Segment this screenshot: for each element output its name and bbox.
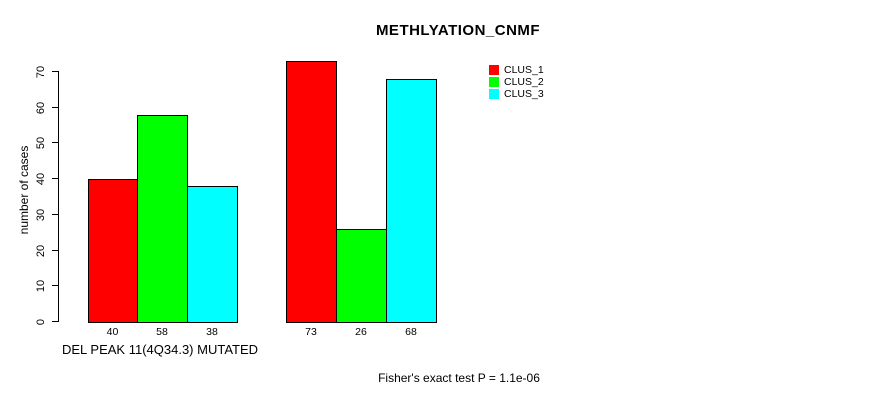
y-tick-mark xyxy=(52,178,59,179)
y-tick-label: 50 xyxy=(35,136,47,149)
y-tick-label: 0 xyxy=(35,318,47,325)
legend-swatch-clus_1 xyxy=(489,65,499,75)
y-tick-mark xyxy=(52,250,59,251)
y-tick-label: 10 xyxy=(35,279,47,292)
y-tick-mark xyxy=(52,107,59,108)
legend-label-clus_1: CLUS_1 xyxy=(504,64,544,76)
y-tick-label: 60 xyxy=(35,101,47,114)
bar-clus_3-group2 xyxy=(386,79,437,323)
y-tick-label: 20 xyxy=(35,244,47,257)
y-tick-label: 30 xyxy=(35,208,47,221)
bar-value-label: 40 xyxy=(106,326,119,338)
bar-clus_1-group2 xyxy=(286,61,337,323)
y-axis-line xyxy=(58,71,59,322)
y-tick-label: 70 xyxy=(35,65,47,78)
legend-label-clus_3: CLUS_3 xyxy=(504,88,544,100)
bar-value-label: 68 xyxy=(405,326,417,338)
bar-value-label: 58 xyxy=(156,326,168,338)
legend-swatch-clus_2 xyxy=(489,77,499,87)
fisher-test-annotation: Fisher's exact test P = 1.1e-06 xyxy=(378,371,540,385)
legend-label-clus_2: CLUS_2 xyxy=(504,76,544,88)
bar-value-label: 73 xyxy=(305,326,317,338)
y-tick-mark xyxy=(52,285,59,286)
y-tick-mark xyxy=(52,321,59,322)
y-tick-mark xyxy=(52,214,59,215)
bar-clus_1-group1 xyxy=(88,179,138,323)
bar-clus_2-group2 xyxy=(336,229,387,323)
bar-value-label: 38 xyxy=(206,326,218,338)
y-tick-label: 40 xyxy=(35,172,47,185)
y-axis-label: number of cases xyxy=(17,145,31,235)
legend-swatch-clus_3 xyxy=(489,89,499,99)
y-tick-mark xyxy=(52,71,59,72)
bar-clus_2-group1 xyxy=(137,115,188,323)
x-axis-group-label: DEL PEAK 11(4Q34.3) MUTATED xyxy=(62,342,259,357)
bar-clus_3-group1 xyxy=(187,186,238,323)
chart-title: METHLYATION_CNMF xyxy=(375,22,541,39)
bar-value-label: 26 xyxy=(355,326,367,338)
y-tick-mark xyxy=(52,142,59,143)
